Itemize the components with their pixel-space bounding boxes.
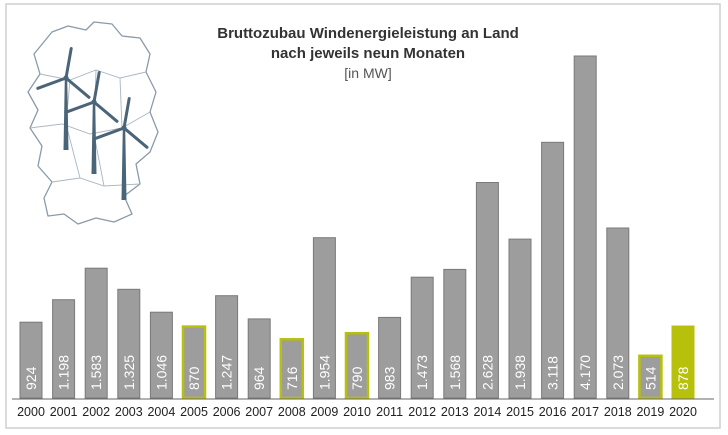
bar-value-label: 514 [642,366,658,390]
turbine-blade [36,76,68,90]
x-tick-label: 2006 [213,405,241,419]
bar-2007 [247,318,271,399]
x-tick-label: 2019 [636,405,664,419]
bar-value-label: 3.118 [545,356,561,390]
turbine-tower [121,128,127,200]
turbine-hub [63,75,69,81]
bar-value-label: 1.325 [121,355,137,390]
bar-2006 [215,295,239,399]
bar-2009 [312,237,336,399]
wind-turbine-icon [36,47,149,200]
bar-value-label: 1.198 [56,355,72,390]
turbine-blade [64,76,91,99]
bar-2012 [410,276,434,399]
bar-2000 [19,321,43,399]
x-tick-label: 2014 [473,405,501,419]
turbine-tower [91,102,97,174]
x-tick-label: 2002 [82,405,110,419]
turbine-blade [122,126,149,149]
turbine-blade [64,47,73,80]
bar-2018 [606,227,630,399]
bar-2016 [541,141,565,399]
x-tick-label: 2013 [441,405,469,419]
bar-value-label: 1.583 [88,355,104,390]
bar-value-label: 716 [284,366,300,390]
bar-2014 [475,182,499,399]
turbine-blade [122,97,131,130]
turbine-blade [92,100,119,123]
turbine-blade [94,126,126,140]
x-tick-label: 2009 [310,405,338,419]
x-tick-label: 2017 [571,405,599,419]
bar-value-label: 964 [251,366,267,390]
bar-value-label: 983 [382,366,398,390]
bar-2011 [378,316,402,399]
x-tick-label: 2016 [539,405,567,419]
turbine-hub [121,125,127,131]
x-tick-label: 2018 [604,405,632,419]
x-tick-label: 2008 [278,405,306,419]
bar-2005 [181,325,207,400]
bar-value-label: 1.938 [512,355,528,390]
x-tick-label: 2015 [506,405,534,419]
turbine-hub [91,99,97,105]
x-tick-label: 2020 [669,405,697,419]
chart-unit: [in MW] [344,65,391,81]
turbine-blade [92,71,101,104]
bar-2017 [573,55,597,399]
bar-value-label: 1.046 [153,355,169,390]
bar-value-label: 1.247 [219,355,235,390]
x-tick-label: 2005 [180,405,208,419]
bar-2013 [443,268,467,399]
bar-value-label: 790 [349,366,365,390]
bar-2003 [117,288,141,399]
bar-2008 [279,338,305,400]
bar-2001 [52,299,76,399]
x-tick-label: 2007 [245,405,273,419]
bar-value-label: 1.954 [316,355,332,390]
bar-2004 [149,311,173,399]
turbine-blade [64,100,96,114]
bar-2015 [508,238,532,399]
x-tick-label: 2003 [115,405,143,419]
x-tick-label: 2000 [17,405,45,419]
bar-value-label: 870 [186,366,202,390]
bar-value-label: 4.170 [577,355,593,390]
x-tick-labels: 2000 2001 2002 2003 2004 2005 2006 2007 2008 2009… [17,405,697,419]
bar-2020 [671,325,695,399]
bar-value-label: 1.568 [447,355,463,390]
bar-value-label: 1.473 [414,355,430,390]
bar-2019 [638,354,663,400]
bar-group: 924 1.198 1.583 1.325 1.046 870 1.247 964 716 1.9… [19,55,695,400]
bar-value-label: 878 [675,366,691,390]
chart-title: Bruttozubau Windenergieleistung an Land [217,25,519,42]
x-tick-label: 2012 [408,405,436,419]
bar-2010 [344,331,370,400]
x-tick-label: 2001 [50,405,78,419]
bar-value-label: 924 [23,366,39,390]
bar-value-label: 2.073 [610,355,626,390]
bar-2002 [84,267,108,399]
x-tick-label: 2011 [376,405,403,419]
bar-value-label: 2.628 [479,355,495,390]
x-tick-label: 2004 [147,405,175,419]
turbine-tower [63,78,69,150]
x-tick-label: 2010 [343,405,371,419]
chart-subtitle: nach jeweils neun Monaten [271,45,465,62]
